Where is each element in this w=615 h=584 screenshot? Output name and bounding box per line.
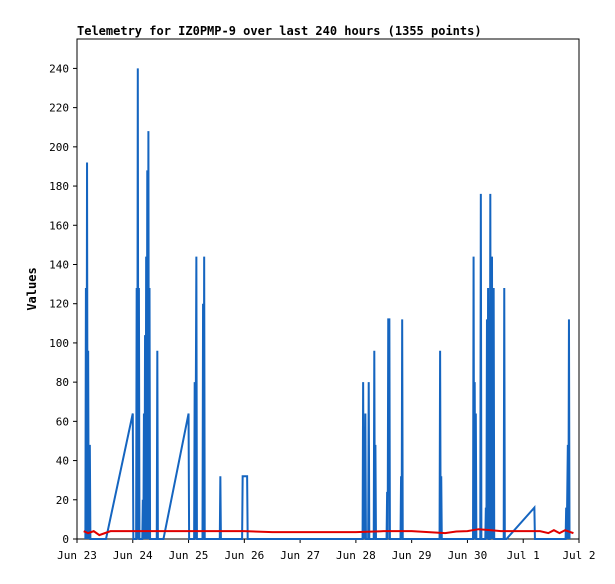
y-tick-label: 240 xyxy=(49,62,69,75)
y-axis-label: Values xyxy=(25,267,39,310)
series-1-line xyxy=(84,68,571,540)
y-tick-label: 160 xyxy=(49,219,69,232)
x-axis: Jun 23 Jun 24 Jun 25 Jun 26 Jun 27 Jun 28 Jun … xyxy=(57,539,596,562)
x-tick-label: Jun 28 xyxy=(336,549,376,562)
x-tick-label: Jul 2 xyxy=(562,549,595,562)
series-layer xyxy=(83,68,574,540)
y-tick-label: 80 xyxy=(56,376,69,389)
chart-title: Telemetry for IZ0PMP-9 over last 240 hou… xyxy=(77,24,482,38)
y-tick-label: 0 xyxy=(62,533,69,546)
y-tick-label: 120 xyxy=(49,298,69,311)
x-tick-label: Jun 29 xyxy=(392,549,432,562)
x-tick-label: Jun 26 xyxy=(224,549,264,562)
x-tick-label: Jun 23 xyxy=(57,549,97,562)
y-tick-label: 40 xyxy=(56,455,69,468)
series-2-line xyxy=(83,528,574,537)
y-tick-label: 180 xyxy=(49,180,69,193)
y-axis: 0 20 40 60 80 100 120 140 160 180 200 220 240 xyxy=(49,62,77,546)
x-tick-label: Jun 25 xyxy=(169,549,209,562)
y-tick-label: 220 xyxy=(49,102,69,115)
y-tick-label: 200 xyxy=(49,141,69,154)
y-tick-label: 100 xyxy=(49,337,69,350)
x-tick-label: Jun 30 xyxy=(448,549,488,562)
y-tick-label: 20 xyxy=(56,494,69,507)
x-tick-label: Jul 1 xyxy=(507,549,540,562)
y-tick-label: 140 xyxy=(49,258,69,271)
x-tick-label: Jun 24 xyxy=(113,549,153,562)
y-tick-label: 60 xyxy=(56,415,69,428)
x-tick-label: Jun 27 xyxy=(280,549,320,562)
